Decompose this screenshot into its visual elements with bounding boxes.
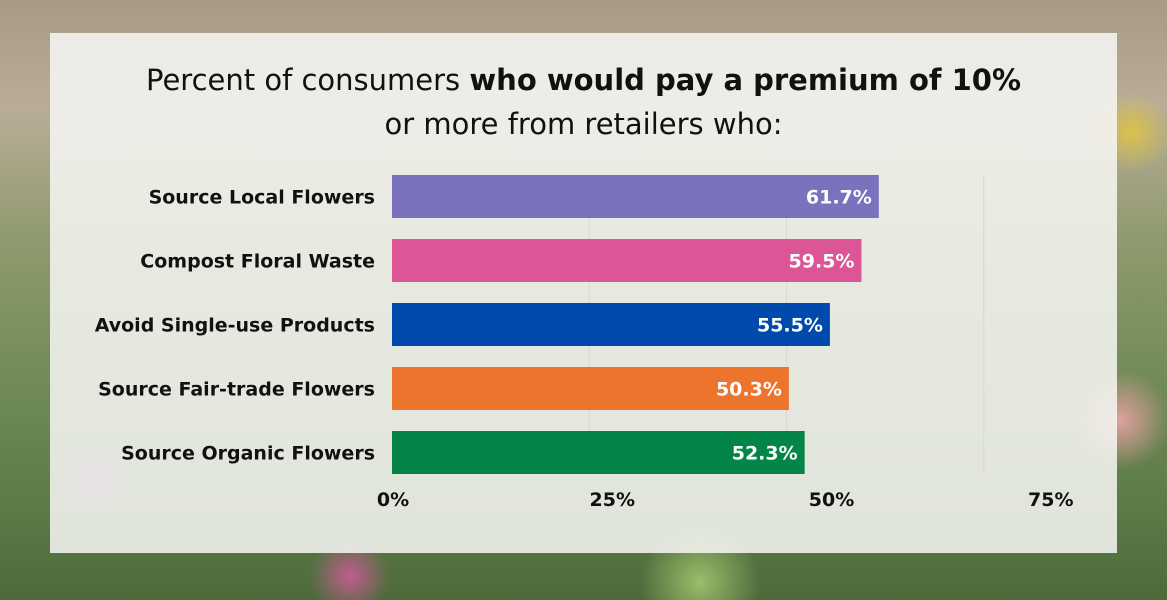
x-tick-label: 50% [809, 489, 854, 511]
bar [392, 175, 879, 218]
title-part: Percent of consumers [145, 63, 470, 97]
value-label: 61.7% [806, 187, 872, 209]
x-tick-label: 75% [1028, 489, 1073, 511]
value-label: 50.3% [716, 379, 782, 401]
title-bold: who would pay a premium of 10% [469, 63, 1021, 97]
bar [392, 431, 805, 474]
value-label: 52.3% [732, 443, 798, 465]
category-label: Source Fair-trade Flowers [98, 379, 375, 401]
bar [392, 239, 862, 282]
title-line2: or more from retailers who: [384, 107, 783, 141]
category-label: Source Organic Flowers [121, 443, 375, 465]
x-tick-label: 25% [590, 489, 635, 511]
bar [392, 303, 830, 346]
value-label: 59.5% [789, 251, 855, 273]
category-label: Compost Floral Waste [140, 251, 375, 273]
category-label: Avoid Single-use Products [95, 315, 375, 337]
chart-title: Percent of consumers who would pay a pre… [50, 58, 1117, 146]
category-label: Source Local Flowers [149, 187, 375, 209]
x-tick-label: 0% [377, 489, 409, 511]
value-label: 55.5% [757, 315, 823, 337]
bar [392, 367, 789, 410]
